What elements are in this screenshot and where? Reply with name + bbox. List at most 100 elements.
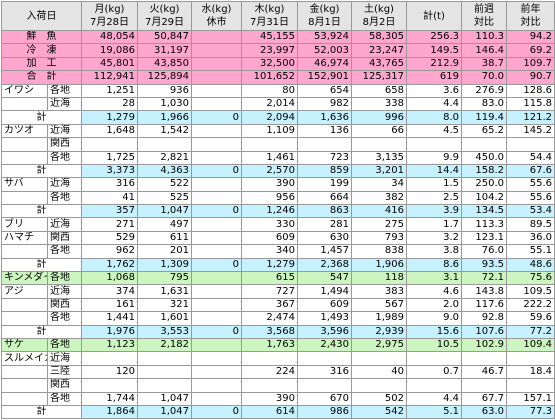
value-cell: 66 bbox=[351, 123, 407, 139]
value-cell: 1,906 bbox=[351, 257, 407, 273]
value-cell bbox=[406, 137, 462, 152]
value-cell: 69.2 bbox=[506, 43, 555, 58]
column-header: 水(kg) 休市 bbox=[191, 1, 242, 31]
value-cell: 38.7 bbox=[461, 56, 507, 72]
value-cell: 3.9 bbox=[406, 204, 462, 219]
value-cell: 1,109 bbox=[241, 123, 298, 139]
value-cell: 567 bbox=[351, 297, 407, 313]
value-cell bbox=[191, 177, 242, 192]
value-cell: 23,997 bbox=[241, 43, 298, 58]
value-cell: 55.6 bbox=[506, 177, 555, 192]
value-cell: 416 bbox=[351, 204, 407, 219]
value-cell bbox=[297, 351, 352, 366]
value-cell: 46,974 bbox=[297, 56, 352, 72]
value-cell bbox=[241, 137, 298, 152]
value-cell bbox=[191, 378, 242, 393]
region-name: 各地 bbox=[47, 271, 82, 286]
value-cell: 224 bbox=[241, 364, 298, 380]
value-cell: 996 bbox=[351, 110, 407, 125]
value-cell bbox=[191, 150, 242, 165]
value-cell: 43,850 bbox=[137, 56, 192, 72]
value-cell: 630 bbox=[297, 230, 352, 246]
value-cell: 101,652 bbox=[241, 70, 298, 85]
value-cell: 956 bbox=[241, 190, 298, 206]
value-cell: 58,305 bbox=[351, 29, 407, 45]
value-cell: 89.5 bbox=[506, 217, 555, 232]
value-cell: 72.1 bbox=[461, 271, 507, 286]
value-cell: 107.6 bbox=[461, 324, 507, 339]
column-header-line: 対比 bbox=[520, 17, 541, 28]
value-cell: 316 bbox=[81, 177, 138, 192]
value-cell: 65.2 bbox=[461, 123, 507, 139]
value-cell: 547 bbox=[297, 271, 352, 286]
value-cell: 120 bbox=[81, 364, 138, 380]
value-cell bbox=[351, 378, 407, 393]
value-cell: 115.8 bbox=[506, 96, 555, 112]
value-cell: 529 bbox=[81, 230, 138, 246]
value-cell: 321 bbox=[137, 297, 192, 313]
value-cell: 1,493 bbox=[297, 311, 352, 326]
species-row: 各地 1,725 2,821 1,461 723 3,135 9.9 450.0 54.4 bbox=[1, 150, 555, 165]
value-cell: 2,430 bbox=[297, 337, 352, 353]
region-name: 近海 bbox=[47, 177, 82, 192]
value-cell: 2,975 bbox=[351, 337, 407, 353]
species-row: 三陸 120 224 316 40 0.7 46.7 18.4 bbox=[1, 364, 555, 380]
value-cell: 1,441 bbox=[81, 311, 138, 326]
value-cell: 982 bbox=[297, 96, 352, 112]
value-cell: 143.8 bbox=[461, 284, 507, 299]
value-cell: 723 bbox=[297, 150, 352, 165]
region-name: 各地 bbox=[47, 83, 82, 98]
value-cell: 28 bbox=[81, 96, 138, 112]
value-cell bbox=[506, 351, 555, 366]
value-cell bbox=[191, 391, 242, 406]
summary-label: 冷 凍 bbox=[1, 43, 82, 58]
species-row: カツオ 近海 1,648 1,542 1,109 136 66 4.5 65.2 145.2 bbox=[1, 123, 555, 139]
column-header: 前週 対比 bbox=[461, 1, 507, 31]
value-cell: 1,864 bbox=[81, 404, 138, 420]
value-cell bbox=[137, 378, 192, 393]
value-cell: 664 bbox=[297, 190, 352, 206]
value-cell: 3,568 bbox=[241, 324, 298, 339]
column-header-line: 金(kg) bbox=[309, 4, 340, 15]
species-row: 各地 1,441 1,601 2,474 1,493 1,989 9.0 92.8 59.6 bbox=[1, 311, 555, 326]
column-header-line: 休市 bbox=[206, 17, 227, 28]
value-cell: 152,901 bbox=[297, 70, 352, 85]
value-cell bbox=[137, 364, 192, 380]
value-cell: 670 bbox=[297, 391, 352, 406]
value-cell: 9.9 bbox=[406, 150, 462, 165]
species-name bbox=[1, 190, 48, 206]
region-name: 関西 bbox=[47, 137, 82, 152]
value-cell bbox=[191, 337, 242, 353]
value-cell: 125,317 bbox=[351, 70, 407, 85]
value-cell: 0 bbox=[191, 204, 242, 219]
species-row: 各地 962 201 340 1,457 838 3.8 76.0 55.1 bbox=[1, 244, 555, 259]
value-cell: 281 bbox=[297, 217, 352, 232]
value-cell: 43,765 bbox=[351, 56, 407, 72]
value-cell: 1,251 bbox=[81, 83, 138, 98]
region-name: 各地 bbox=[47, 150, 82, 165]
value-cell: 1.5 bbox=[406, 177, 462, 192]
value-cell: 77.3 bbox=[506, 404, 555, 420]
value-cell: 4.6 bbox=[406, 284, 462, 299]
value-cell bbox=[81, 378, 138, 393]
value-cell: 41 bbox=[81, 190, 138, 206]
value-cell: 10.5 bbox=[406, 337, 462, 353]
value-cell: 383 bbox=[351, 284, 407, 299]
value-cell: 3,135 bbox=[351, 150, 407, 165]
value-cell: 145.2 bbox=[506, 123, 555, 139]
species-name: スルメイカ bbox=[1, 351, 48, 366]
value-cell: 14.4 bbox=[406, 163, 462, 179]
value-cell bbox=[191, 123, 242, 139]
region-name: 近海 bbox=[47, 217, 82, 232]
value-cell: 2,821 bbox=[137, 150, 192, 165]
species-name: イワシ bbox=[1, 83, 48, 98]
species-row: 関西 161 321 367 609 567 2.0 117.6 222.2 bbox=[1, 297, 555, 313]
value-cell: 658 bbox=[351, 83, 407, 98]
value-cell: 0 bbox=[191, 110, 242, 125]
column-header: 金(kg) 8月1日 bbox=[297, 1, 352, 31]
value-cell: 316 bbox=[297, 364, 352, 380]
value-cell: 123.1 bbox=[461, 230, 507, 246]
value-cell: 2,182 bbox=[137, 337, 192, 353]
value-cell: 158.2 bbox=[461, 163, 507, 179]
total-label: 計 bbox=[1, 257, 82, 273]
